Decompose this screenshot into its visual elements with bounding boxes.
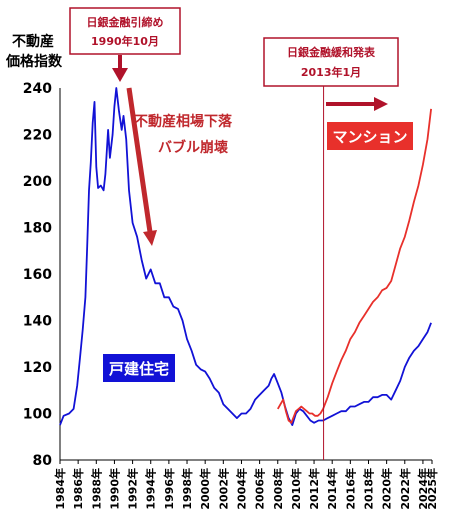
x-tick-label: 2020年: [380, 468, 394, 510]
series-line-detached-house: [59, 87, 432, 427]
y-tick-label: 180: [23, 221, 52, 237]
x-tick-label: 2012年: [307, 468, 321, 510]
x-tick-label: 1988年: [89, 468, 103, 510]
y-axis-label-line2: 価格指数: [5, 53, 63, 70]
x-tick-label: 1992年: [126, 468, 140, 510]
x-tick-label: 2000年: [198, 468, 212, 510]
y-ticks: 80 100 120 140 160 180 200 220 240: [23, 81, 52, 469]
y-axis-label-line1: 不動産: [12, 33, 54, 50]
boj-tightening-annotation: 日銀金融引締め 1990年10月: [69, 7, 181, 55]
x-tick-label: 2018年: [361, 468, 375, 510]
x-tick-label: 2022年: [398, 468, 412, 510]
y-tick-label: 100: [23, 407, 52, 423]
x-tick-label: 2002年: [216, 468, 230, 510]
x-ticks: 1984年 1986年 1988年 1990年 1992年 1994年 1996年 1998年…: [53, 460, 439, 510]
detached-house-label: 戸建住宅: [103, 354, 175, 382]
detached-house-label-text: 戸建住宅: [109, 360, 169, 378]
series-layer: [59, 87, 432, 427]
y-tick-label: 200: [23, 174, 52, 190]
boj-tightening-arrow: [112, 55, 128, 82]
boj-tightening-date: 1990年10月: [91, 34, 159, 48]
condo-label: マンション: [327, 122, 413, 150]
x-tick-label: 1984年: [53, 468, 67, 510]
boj-easing-title: 日銀金融緩和発表: [287, 45, 376, 59]
x-tick-label: 1996年: [162, 468, 176, 510]
x-tick-label: 2008年: [271, 468, 285, 510]
boj-easing-date: 2013年1月: [301, 65, 361, 79]
bubble-collapse-line2: バブル崩壊: [158, 139, 229, 156]
y-tick-label: 120: [23, 360, 52, 376]
x-tick-label: 2004年: [234, 468, 248, 510]
x-tick-label: 2016年: [343, 468, 357, 510]
y-tick-label: 140: [23, 314, 52, 330]
y-tick-label: 220: [23, 128, 52, 144]
boj-tightening-title: 日銀金融引締め: [87, 15, 164, 29]
x-tick-label: 1994年: [144, 468, 158, 510]
x-tick-label: 2014年: [325, 468, 339, 510]
x-tick-label: 1990年: [107, 468, 121, 510]
y-tick-label: 160: [23, 267, 52, 283]
condo-label-text: マンション: [332, 128, 407, 146]
x-tick-label: 1986年: [71, 468, 85, 510]
bubble-collapse-line1: 不動産相場下落: [134, 113, 233, 130]
x-tick-label: 2025年: [425, 468, 439, 510]
bubble-collapse-arrow: [126, 87, 157, 246]
y-tick-label: 80: [33, 453, 53, 469]
y-tick-label: 240: [23, 81, 52, 97]
boj-easing-arrow: [326, 97, 388, 111]
series-line-condo: [277, 108, 432, 424]
x-tick-label: 2024年: [416, 468, 430, 510]
x-tick-label: 1998年: [180, 468, 194, 510]
x-tick-label: 2010年: [289, 468, 303, 510]
x-tick-label: 2006年: [253, 468, 267, 510]
boj-easing-annotation: 日銀金融緩和発表 2013年1月: [263, 37, 399, 87]
